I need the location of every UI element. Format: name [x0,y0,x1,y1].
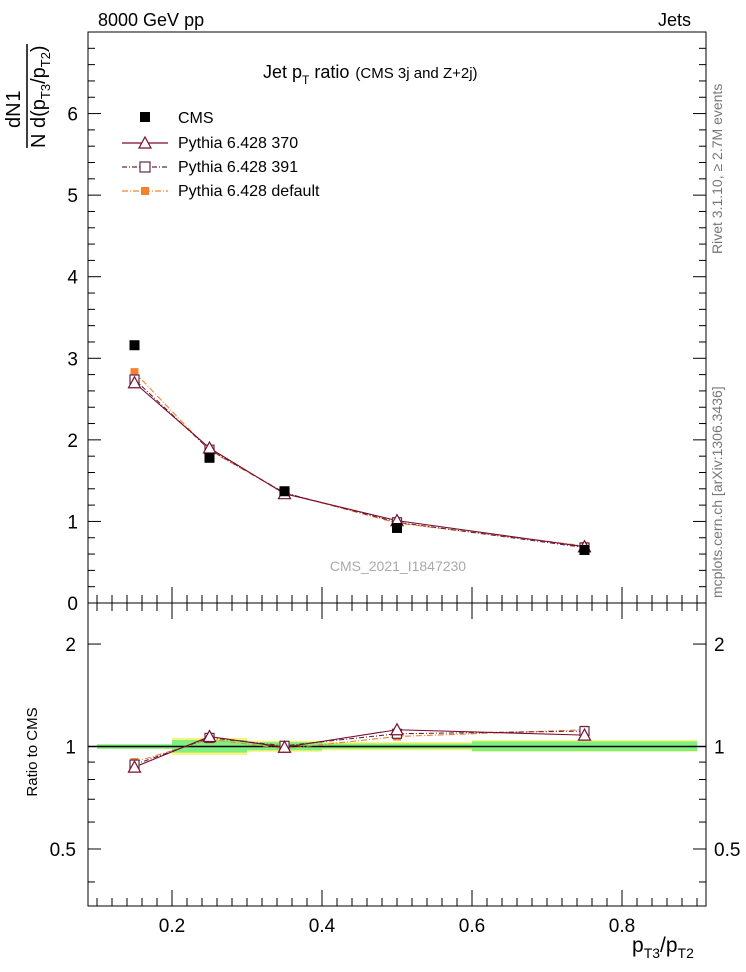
energy-label: 8000 GeV pp [98,10,204,30]
main-y-tick-label: 0 [67,594,78,615]
ratio-y-axis-label: Ratio to CMS [24,707,41,796]
x-tick-label: 0.8 [609,916,635,937]
main-point-cms [129,340,140,351]
svg-text:pT3/pT2: pT3/pT2 [632,934,694,961]
main-line-pythia-6-428-default [134,371,585,547]
legend-entry-pythia-default: Pythia 6.428 default [122,183,320,200]
main-line-pythia-6-428-370 [134,382,585,548]
main-y-tick-label: 1 [67,512,78,533]
svg-text:dN: dN [3,102,25,128]
legend-label-cms: CMS [178,110,214,127]
ratio-point-pythia-6-428-370 [577,727,592,741]
legend-label-pythia-391: Pythia 6.428 391 [178,159,298,176]
process-label: Jets [658,10,691,30]
main-point-cms [579,544,590,555]
legend-marker-cms [140,112,150,122]
x-tick-label: 0.4 [309,916,336,937]
ratio-point-pythia-6-428-370 [127,759,142,773]
main-y-tick-label: 5 [67,186,78,207]
ratio-y-tick-label-right: 1 [714,738,725,759]
legend-marker-pythia-391 [139,161,151,173]
main-y-tick-label: 3 [67,349,78,370]
x-tick-label: 0.6 [459,916,485,937]
ratio-point-pythia-6-428-370 [277,740,292,753]
svg-text:N d(pT3/pT2): N d(pT3/pT2) [28,45,53,148]
legend-entry-pythia-391: Pythia 6.428 391 [122,159,298,176]
legend-label-pythia-default: Pythia 6.428 default [178,183,320,200]
ratio-point-pythia-6-428-370 [389,722,405,736]
ratio-point-pythia-6-428-370 [202,729,217,743]
legend-label-pythia-370: Pythia 6.428 370 [178,135,298,152]
main-y-tick-label: 6 [67,105,78,126]
analysis-watermark: CMS_2021_I1847230 [330,558,466,574]
main-point-cms [392,522,402,533]
legend-marker-pythia-default [141,187,149,195]
main-y-ticks: 0 1 2 3 4 5 6 [67,31,706,615]
main-y-axis-label: 1 N d(pT3/pT2) dN dN [3,44,53,148]
rivet-label: Rivet 3.1.10, ≥ 2.7M events [709,84,725,254]
main-point-pythia-6-428-370 [127,375,142,389]
x-ticks: 0.2 0.4 0.6 0.8 [96,587,698,937]
ratio-y-ticks: 0.5 0.5 1 1 2 2 [50,635,740,883]
legend-marker-pythia-370 [137,135,153,149]
chart-title: Jet pT ratio (CMS 3j and Z+2j) [263,62,478,87]
ratio-y-tick-label: 1 [65,738,76,759]
x-axis-label: pT3/pT2 [632,934,694,961]
main-point-cms [204,452,215,463]
main-series-layer [127,340,592,555]
ratio-series-layer [127,722,592,773]
x-tick-label: 0.2 [159,916,185,937]
ratio-y-tick-label-right: 2 [714,635,725,656]
ratio-y-tick-label: 2 [65,635,76,656]
ratio-y-tick-label: 0.5 [50,840,76,861]
legend: CMS Pythia 6.428 370 Pythia 6.428 391 Py… [122,110,320,200]
svg-text:Jet pT ratio(CMS 3j and Z+2j): Jet pT ratio (CMS 3j and Z+2j) [263,62,478,87]
legend-entry-pythia-370: Pythia 6.428 370 [122,135,298,152]
main-line-pythia-6-428-391 [134,379,585,549]
svg-text:1: 1 [3,90,25,101]
legend-entry-cms: CMS [140,110,214,127]
main-point-pythia-6-428-default [130,368,139,377]
ratio-y-tick-label-right: 0.5 [714,840,740,861]
main-point-cms [279,486,290,497]
mcplots-label: mcplots.cern.ch [arXiv:1306.3436] [709,386,725,598]
main-y-tick-label: 4 [67,268,78,289]
main-y-tick-label: 2 [67,431,78,452]
